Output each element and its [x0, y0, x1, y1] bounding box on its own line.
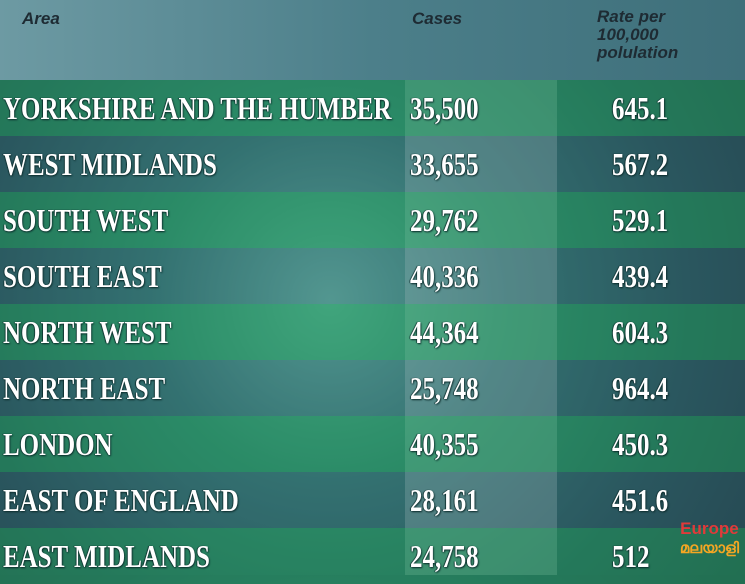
area-cell: EAST OF ENGLAND	[3, 482, 239, 518]
cases-cell: 40,355	[410, 426, 479, 462]
table-row: YORKSHIRE AND THE HUMBER 35,500 645.1	[0, 80, 745, 136]
header-area: Area	[22, 9, 60, 28]
rate-cell: 567.2	[612, 146, 669, 182]
logo: Europe മലയാളി	[680, 519, 739, 557]
table-row: SOUTH WEST 29,762 529.1	[0, 192, 745, 248]
rate-cell: 645.1	[612, 90, 669, 126]
rate-cell: 964.4	[612, 370, 669, 406]
header-rate: Rate per 100,000 polulation	[597, 7, 679, 62]
area-cell: EAST MIDLANDS	[3, 538, 210, 574]
area-cell: LONDON	[3, 426, 113, 462]
rate-cell: 451.6	[612, 482, 669, 518]
cases-cell: 28,161	[410, 482, 479, 518]
table-row: WEST MIDLANDS 33,655 567.2	[0, 136, 745, 192]
cases-cell: 44,364	[410, 314, 479, 350]
table-row: EAST MIDLANDS 24,758 512	[0, 528, 745, 584]
table-row: NORTH WEST 44,364 604.3	[0, 304, 745, 360]
cases-cell: 40,336	[410, 258, 479, 294]
rate-cell: 512	[612, 538, 650, 574]
cases-cell: 29,762	[410, 202, 479, 238]
header: Area Cases Rate per 100,000 polulation	[0, 0, 745, 80]
rate-cell: 439.4	[612, 258, 669, 294]
area-cell: WEST MIDLANDS	[3, 146, 217, 182]
cases-cell: 25,748	[410, 370, 479, 406]
area-cell: YORKSHIRE AND THE HUMBER	[3, 90, 392, 126]
table-row: NORTH EAST 25,748 964.4	[0, 360, 745, 416]
header-cases: Cases	[412, 9, 463, 28]
table-row: LONDON 40,355 450.3	[0, 416, 745, 472]
cases-cell: 35,500	[410, 90, 479, 126]
table-row: EAST OF ENGLAND 28,161 451.6	[0, 472, 745, 528]
logo-subtext: മലയാളി	[679, 539, 739, 557]
area-cell: SOUTH EAST	[3, 258, 162, 294]
area-cell: NORTH WEST	[3, 314, 172, 350]
rate-cell: 529.1	[612, 202, 669, 238]
logo-text: Europe	[680, 519, 739, 538]
area-cell: SOUTH WEST	[3, 202, 169, 238]
cases-cell: 24,758	[410, 538, 479, 574]
rate-cell: 604.3	[612, 314, 669, 350]
rate-cell: 450.3	[612, 426, 669, 462]
cases-cell: 33,655	[410, 146, 479, 182]
table-row: SOUTH EAST 40,336 439.4	[0, 248, 745, 304]
area-cell: NORTH EAST	[3, 370, 166, 406]
